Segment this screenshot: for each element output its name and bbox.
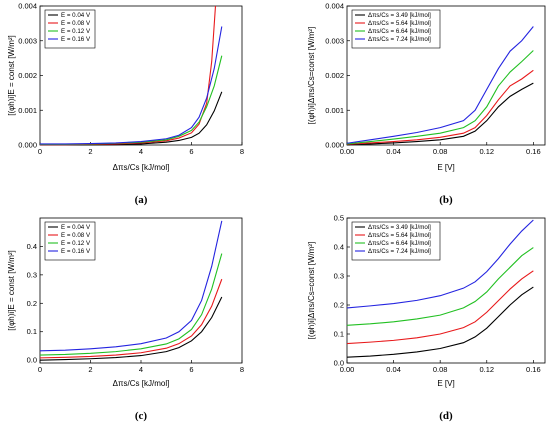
x-tick-label: 0.08	[433, 365, 448, 374]
series-line-2	[39, 278, 223, 359]
x-tick-label: 0.00	[340, 147, 355, 156]
chart-panel-a: 0 2 4 6 8 0.000 0.001 0.002 0.003 0.004 E = 0.04 V…	[7, 2, 244, 207]
plot-frame	[346, 217, 546, 364]
series-line-3	[346, 50, 534, 145]
x-tick-label: 4	[139, 147, 143, 156]
legend-entry: E = 0.08 V	[61, 20, 91, 27]
y-tick-label: 0.000	[18, 141, 37, 150]
y-axis-label: [(φh)i]E = const [W/m²]	[7, 35, 16, 116]
y-tick-label: 0.002	[18, 71, 37, 80]
y-axis-label: [(φh)i]Δπs/Cs=const [W/m²]	[307, 27, 316, 125]
legend-entry: Δπs/Cs = 7.24 [kJ/mol]	[368, 36, 431, 43]
y-tick-label: 0.003	[325, 36, 344, 45]
y-tick-label: 0.003	[18, 36, 37, 45]
series-line-3	[39, 253, 223, 356]
x-tick-label: 2	[88, 147, 92, 156]
x-tick-label: 0.12	[479, 365, 494, 374]
x-axis-label: Δπs/Cs [kJ/mol]	[113, 163, 170, 172]
x-tick-label: 0.04	[386, 365, 401, 374]
legend-entry: E = 0.16 V	[61, 248, 91, 255]
y-tick-label: 0.2	[334, 301, 344, 310]
x-tick-label: 0.12	[479, 147, 494, 156]
legend-entry: E = 0.12 V	[61, 28, 91, 35]
panel-label: (a)	[135, 194, 148, 206]
legend-entry: E = 0.12 V	[61, 240, 91, 247]
series-line-4	[40, 26, 223, 145]
x-tick-label: 0	[38, 365, 42, 374]
y-tick-label: 0.001	[18, 106, 37, 115]
y-tick-label: 0.001	[325, 106, 344, 115]
legend-entry: E = 0.04 V	[61, 224, 91, 231]
legend: Δπs/Cs = 3.49 [kJ/mol]Δπs/Cs = 5.64 [kJ/…	[351, 9, 441, 49]
x-tick-label: 4	[139, 365, 143, 374]
legend-entry: Δπs/Cs = 3.49 [kJ/mol]	[368, 12, 431, 19]
y-tick-label: 0.002	[325, 71, 344, 80]
series-line-4	[39, 220, 223, 352]
x-axis-label: E [V]	[437, 163, 454, 172]
series-line-2	[346, 270, 534, 345]
y-tick-label: 0.4	[334, 243, 344, 252]
y-tick-label: 0.004	[325, 2, 344, 11]
panel-label: (b)	[439, 194, 453, 206]
legend-entry: Δπs/Cs = 6.64 [kJ/mol]	[368, 240, 431, 247]
legend-entry: E = 0.04 V	[61, 12, 91, 19]
series-line-4	[346, 26, 534, 144]
y-tick-label: 0.1	[27, 327, 37, 336]
x-tick-label: 0.04	[386, 147, 401, 156]
y-axis-label: [(φh)i]E = const [W/m²]	[7, 250, 16, 331]
legend: Δπs/Cs = 3.49 [kJ/mol]Δπs/Cs = 5.64 [kJ/…	[351, 221, 441, 261]
y-axis-label: [(φh)i]Δπs/Cs=const [W/m²]	[307, 242, 316, 340]
legend-entry: E = 0.08 V	[61, 232, 91, 239]
x-tick-label: 0.08	[433, 147, 448, 156]
x-axis-label: E [V]	[437, 379, 454, 388]
legend-box	[351, 9, 441, 49]
legend: E = 0.04 VE = 0.08 VE = 0.12 VE = 0.16 V	[44, 9, 96, 49]
y-tick-label: 0.000	[325, 141, 344, 150]
chart-panel-d: 0.00 0.04 0.08 0.12 0.16 0.0 0.1 0.2 0.3 0.4 0.5 Δπ…	[307, 214, 546, 422]
x-axis-label: Δπs/Cs [kJ/mol]	[113, 379, 170, 388]
chart-panel-b: 0.00 0.04 0.08 0.12 0.16 0.000 0.001 0.002 0.003…	[307, 2, 546, 206]
y-tick-label: 0.004	[18, 2, 37, 11]
x-tick-label: 0.16	[526, 365, 541, 374]
legend-entry: E = 0.16 V	[61, 36, 91, 43]
series-line-2	[346, 69, 534, 145]
panel-label: (c)	[135, 410, 148, 422]
legend-entry: Δπs/Cs = 5.64 [kJ/mol]	[368, 232, 431, 239]
x-tick-label: 6	[189, 147, 193, 156]
x-tick-label: 0	[38, 147, 42, 156]
legend: E = 0.04 VE = 0.08 VE = 0.12 VE = 0.16 V	[44, 221, 96, 261]
y-tick-label: 0.5	[334, 214, 344, 223]
y-tick-label: 0.1	[334, 330, 344, 339]
legend-entry: Δπs/Cs = 7.24 [kJ/mol]	[368, 248, 431, 255]
legend-box	[44, 9, 96, 49]
y-tick-label: 0.3	[334, 272, 344, 281]
y-tick-label: 0.2	[27, 299, 37, 308]
x-tick-label: 0.16	[526, 147, 541, 156]
x-tick-label: 6	[189, 365, 193, 374]
series-line-4	[346, 219, 534, 309]
series-line-3	[40, 55, 223, 145]
x-tick-label: 8	[240, 147, 244, 156]
legend-box	[44, 221, 96, 261]
chart-panel-c: 0 2 4 6 8 0.0 0.1 0.2 0.3 0.4 E = 0.04 VE = 0.08 V…	[7, 217, 244, 422]
series-line-1	[40, 91, 223, 146]
y-tick-label: 0.4	[27, 242, 37, 251]
y-tick-label: 0.3	[27, 270, 37, 279]
x-tick-label: 0.00	[340, 365, 355, 374]
panel-label: (d)	[439, 410, 453, 422]
series-line-1	[346, 82, 534, 146]
y-tick-label: 0.0	[334, 359, 344, 368]
y-tick-label: 0.0	[27, 356, 37, 365]
legend-entry: Δπs/Cs = 6.64 [kJ/mol]	[368, 28, 431, 35]
series-line-3	[346, 247, 534, 326]
legend-entry: Δπs/Cs = 3.49 [kJ/mol]	[368, 224, 431, 231]
series-line-1	[346, 286, 534, 358]
legend-box	[351, 221, 441, 261]
legend-entry: Δπs/Cs = 5.64 [kJ/mol]	[368, 20, 431, 27]
x-tick-label: 2	[88, 365, 92, 374]
x-tick-label: 8	[240, 365, 244, 374]
series-line-1	[39, 296, 223, 361]
